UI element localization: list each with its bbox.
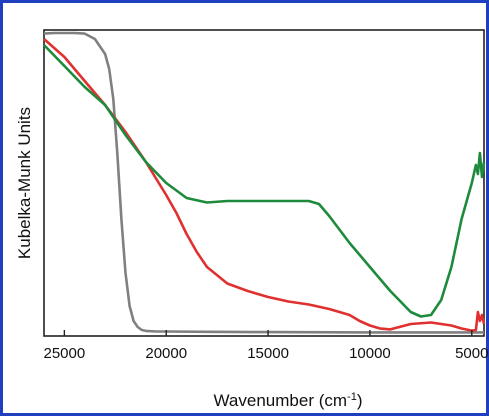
plot-area bbox=[43, 29, 485, 337]
x-axis-title: Wavenumber (cm-1) bbox=[214, 391, 363, 410]
x-axis-title-superscript: -1 bbox=[347, 391, 357, 403]
x-tick-label: 20000 bbox=[145, 345, 187, 362]
series-layer bbox=[43, 31, 486, 334]
series-line-3 bbox=[43, 44, 486, 318]
x-axis-title-close: ) bbox=[357, 391, 363, 410]
series-line-2 bbox=[43, 38, 486, 332]
series-line-1 bbox=[43, 31, 484, 334]
x-tick-label: 25000 bbox=[44, 345, 86, 362]
x-tick-label: 15000 bbox=[247, 345, 289, 362]
x-tick-label: 5000 bbox=[455, 345, 488, 362]
y-axis-title: Kubelka-Munk Units bbox=[15, 107, 34, 259]
x-axis-title-main: Wavenumber (cm bbox=[214, 391, 348, 410]
x-tick-label: 10000 bbox=[349, 345, 391, 362]
x-axis-ticks: 25000 20000 15000 10000 5000 bbox=[44, 330, 488, 362]
